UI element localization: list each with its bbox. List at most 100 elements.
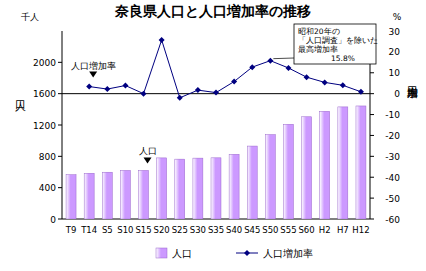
y2-tick-label: 30	[389, 27, 401, 37]
bar	[102, 172, 112, 219]
callout-text: 「人口調査」を除いた	[298, 36, 378, 45]
y-tick	[58, 125, 62, 126]
legend-label: 人口	[172, 248, 192, 259]
x-tick-label: H12	[352, 225, 369, 235]
y2-tick	[370, 177, 374, 178]
x-tick-label: H2	[319, 225, 331, 235]
line	[89, 40, 361, 98]
callout-pointer	[273, 58, 294, 60]
bar	[338, 107, 348, 219]
marker	[267, 58, 273, 64]
annotation-arrow	[89, 72, 97, 78]
bar	[320, 111, 330, 219]
bar	[265, 135, 275, 219]
legend-swatch	[156, 248, 167, 258]
y-tick-label: 400	[39, 183, 56, 193]
marker	[122, 83, 128, 89]
bar	[175, 159, 185, 219]
marker	[141, 91, 147, 97]
x-tick-label: T14	[80, 225, 97, 235]
chart: 奈良県人口と人口増加率の推移千人%人口人口増加率0400800120016002…	[0, 0, 426, 271]
marker	[285, 65, 291, 71]
y2-tick-label: 0	[394, 89, 400, 99]
bar	[247, 146, 257, 219]
x-tick-label: H7	[337, 225, 349, 235]
y2-tick	[370, 198, 374, 199]
x-tick-label: T9	[65, 225, 77, 235]
y2-unit: %	[393, 12, 402, 22]
bar	[302, 117, 312, 219]
bar	[283, 124, 293, 219]
y-tick	[58, 219, 62, 220]
y2-tick-label: -20	[385, 131, 400, 141]
annotation-text: 人口増加率	[71, 61, 116, 71]
annotation-arrow	[144, 157, 152, 163]
y-tick-label: 2000	[33, 58, 56, 68]
y2-tick	[370, 219, 374, 220]
marker	[340, 82, 346, 88]
y2-tick	[370, 135, 374, 136]
y2-tick	[370, 72, 374, 73]
x-tick-label: S55	[280, 225, 296, 235]
x-tick-label: S15	[135, 225, 151, 235]
marker	[304, 74, 310, 80]
y2-tick-label: -60	[385, 215, 400, 225]
legend-marker	[244, 250, 250, 256]
marker	[104, 86, 110, 92]
marker	[195, 87, 201, 93]
y-tick-label: 1200	[33, 121, 56, 131]
callout-text: 最高増加率	[298, 45, 338, 54]
x-tick-label: S35	[208, 225, 224, 235]
legend-label: 人口増加率	[263, 248, 313, 259]
bar	[84, 173, 94, 219]
y-tick-label: 1600	[33, 89, 56, 99]
marker	[358, 89, 364, 95]
x-tick-label: S60	[298, 225, 314, 235]
marker	[177, 95, 183, 101]
x-tick-label: S5	[102, 225, 113, 235]
y2-tick-label: -50	[385, 194, 400, 204]
bar	[120, 170, 130, 219]
bar	[211, 158, 221, 219]
callout-text: 15.8%	[331, 54, 355, 63]
marker	[249, 64, 255, 70]
annotation-text: 人口	[139, 146, 157, 156]
y2-tick-label: -30	[385, 152, 400, 162]
x-tick-label: S45	[244, 225, 260, 235]
y2-tick-label: -40	[385, 173, 400, 183]
y-tick-label: 800	[39, 152, 56, 162]
y2-tick	[370, 114, 374, 115]
bar	[157, 158, 167, 219]
y2-tick-label: 20	[389, 47, 401, 57]
y2-tick-label: 10	[389, 68, 401, 78]
y-unit: 千人	[21, 12, 39, 22]
callout-text: 昭和20年の	[298, 27, 340, 36]
y2-tick-label: -10	[385, 110, 400, 120]
x-tick-label: S25	[172, 225, 188, 235]
bar	[139, 170, 149, 219]
marker	[86, 84, 92, 90]
y2-tick	[370, 156, 374, 157]
marker	[231, 79, 237, 85]
x-tick-label: S40	[226, 225, 242, 235]
y-label: 人口	[16, 100, 27, 112]
x-tick-label: S50	[262, 225, 278, 235]
x-tick-label: S10	[117, 225, 133, 235]
y-tick	[58, 156, 62, 157]
bar	[229, 154, 239, 219]
marker	[322, 79, 328, 85]
y2-label: 人口増加率	[408, 86, 420, 99]
bar	[356, 106, 366, 219]
y-tick	[58, 187, 62, 188]
y-tick-label: 0	[50, 215, 56, 225]
x-tick-label: S20	[154, 225, 170, 235]
marker	[159, 37, 165, 43]
marker	[213, 90, 219, 96]
title: 奈良県人口と人口増加率の推移	[114, 3, 311, 19]
y-tick	[58, 93, 62, 94]
y-tick	[58, 62, 62, 63]
bar	[66, 175, 76, 219]
bar	[193, 158, 203, 219]
x-tick-label: S30	[190, 225, 206, 235]
y2-tick	[370, 93, 374, 94]
